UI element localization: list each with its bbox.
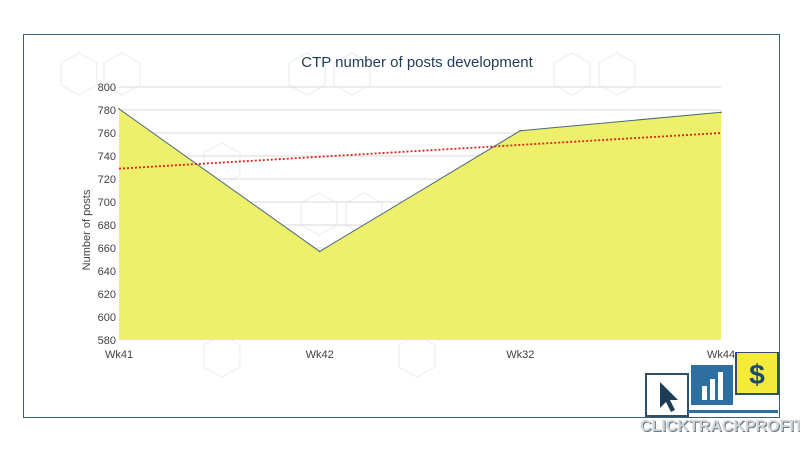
y-tick-label: 620 xyxy=(98,289,116,301)
trendline xyxy=(118,132,722,170)
brand-logo: $ CLICKTRACKPROFIT xyxy=(640,351,800,442)
y-tick-label: 740 xyxy=(98,151,116,163)
y-tick-label: 720 xyxy=(98,174,116,186)
data-points xyxy=(118,108,722,253)
area-series-segment xyxy=(520,111,722,132)
area-series xyxy=(119,108,721,340)
cursor-icon xyxy=(660,382,678,412)
y-tick-label: 580 xyxy=(98,335,116,347)
x-tick-label: Wk32 xyxy=(506,349,534,361)
chart-title: CTP number of posts development xyxy=(301,54,533,71)
y-axis-label: Number of posts xyxy=(81,189,93,270)
logo-text: CLICKTRACKPROFIT xyxy=(640,418,800,435)
logo-graphic: $ xyxy=(645,351,779,417)
y-tick-label: 780 xyxy=(98,105,116,117)
y-tick-label: 640 xyxy=(98,266,116,278)
x-tick-label: Wk44 xyxy=(707,349,735,361)
area-series-segment xyxy=(118,108,320,252)
data-point-wk44 xyxy=(720,111,722,114)
y-tick-label: 680 xyxy=(98,220,116,232)
dollar-icon: $ xyxy=(749,359,765,390)
y-tick-label: 600 xyxy=(98,312,116,324)
data-point-wk42 xyxy=(318,250,321,253)
x-axis-ticks: Wk41 Wk42 Wk32 Wk44 xyxy=(105,349,735,361)
chart-frame: 580 600 620 640 660 680 700 720 740 760 780 800 Wk4… xyxy=(23,34,780,418)
chart: 580 600 620 640 660 680 700 720 740 760 780 800 Wk4… xyxy=(60,52,735,378)
bar-chart-icon xyxy=(702,372,723,400)
data-point-wk32 xyxy=(519,129,522,132)
x-tick-label: Wk42 xyxy=(306,349,334,361)
data-point-wk41 xyxy=(118,108,120,110)
y-tick-label: 760 xyxy=(98,128,116,140)
y-tick-label: 660 xyxy=(98,243,116,255)
area-series-segment xyxy=(319,130,521,252)
x-tick-label: Wk41 xyxy=(105,349,133,361)
y-tick-label: 700 xyxy=(98,197,116,209)
y-axis-ticks: 580 600 620 640 660 680 700 720 740 760 780 800 xyxy=(98,82,116,347)
y-tick-label: 800 xyxy=(98,82,116,94)
